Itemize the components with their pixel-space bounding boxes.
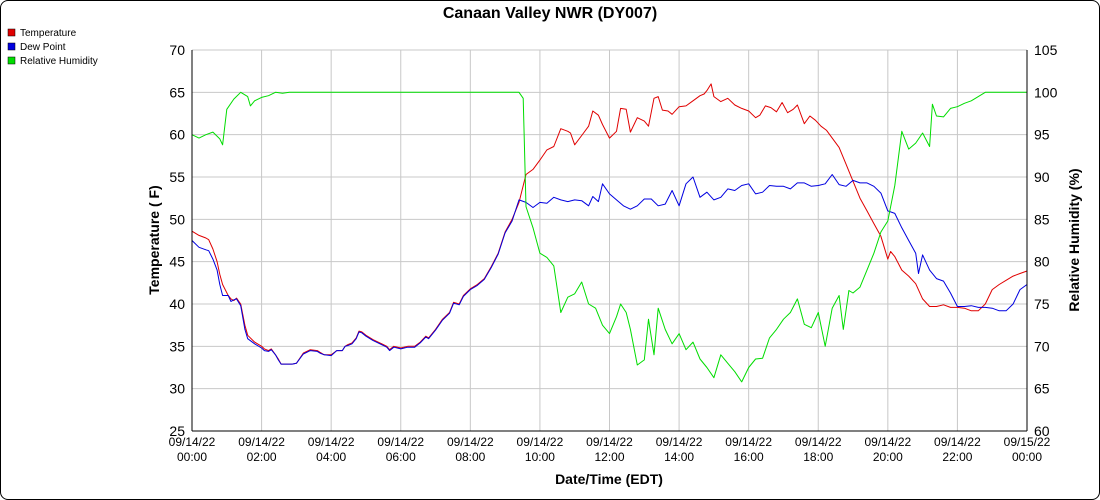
x-tick-time: 14:00: [664, 450, 694, 464]
x-tick-date: 09/14/22: [238, 435, 285, 449]
y-tick-label: 70: [169, 42, 185, 58]
y2-tick-label: 95: [1034, 127, 1050, 143]
y-tick-label: 40: [169, 296, 185, 312]
x-tick-date: 09/14/22: [517, 435, 564, 449]
x-tick-time: 12:00: [594, 450, 624, 464]
chart-title: Canaan Valley NWR (DY007): [443, 5, 657, 22]
x-tick-date: 09/14/22: [795, 435, 842, 449]
legend-swatch: [7, 42, 16, 51]
legend-label: Temperature: [20, 28, 77, 39]
y-tick-label: 65: [169, 84, 185, 100]
y2-axis-title: Relative Humidity (%): [1066, 168, 1082, 311]
x-axis-title: Date/Time (EDT): [555, 471, 663, 487]
x-tick-time: 04:00: [316, 450, 346, 464]
y-tick-labels: 25 30 35 40 45 50 55 60 65 70: [169, 42, 185, 439]
x-tick-date: 09/14/22: [864, 435, 911, 449]
axes: [191, 50, 1028, 432]
x-tick-labels: 09/14/2200:0009/14/2202:0009/14/2204:000…: [169, 435, 1051, 464]
y2-tick-label: 75: [1034, 296, 1050, 312]
y-tick-label: 30: [169, 381, 185, 397]
y-tick-label: 25: [169, 423, 185, 439]
legend-label: Dew Point: [20, 42, 66, 53]
series-line-dew-point: [191, 174, 1028, 365]
y2-tick-label: 70: [1034, 338, 1050, 354]
y-tick-label: 60: [169, 127, 185, 143]
legend-swatch: [7, 28, 16, 37]
y-tick-label: 35: [169, 338, 185, 354]
y2-tick-label: 105: [1034, 42, 1058, 58]
y-axis-title: Temperature ( F): [146, 185, 162, 294]
y2-tick-labels: 60 65 70 75 80 85 90 95 100 105: [1034, 42, 1058, 439]
x-tick-date: 09/14/22: [934, 435, 981, 449]
y2-tick-label: 65: [1034, 381, 1050, 397]
x-tick-time: 10:00: [525, 450, 555, 464]
grid-lines: [191, 49, 1028, 432]
y2-tick-label: 100: [1034, 84, 1058, 100]
y-tick-label: 45: [169, 254, 185, 270]
x-tick-date: 09/14/22: [447, 435, 494, 449]
x-tick-date: 09/14/22: [586, 435, 633, 449]
y-tick-label: 50: [169, 211, 185, 227]
x-tick-date: 09/15/22: [1004, 435, 1051, 449]
series-line-relative-humidity: [191, 91, 1027, 383]
x-tick-date: 09/14/22: [308, 435, 355, 449]
series-lines: [191, 83, 1028, 383]
legend-swatch: [7, 56, 16, 65]
x-tick-date: 09/14/22: [169, 435, 216, 449]
x-tick-date: 09/14/22: [725, 435, 772, 449]
x-tick-time: 22:00: [942, 450, 972, 464]
y2-tick-label: 85: [1034, 211, 1050, 227]
x-tick-time: 02:00: [247, 450, 277, 464]
x-tick-date: 09/14/22: [656, 435, 703, 449]
x-tick-time: 06:00: [386, 450, 416, 464]
x-tick-time: 16:00: [734, 450, 764, 464]
x-tick-date: 09/14/22: [377, 435, 424, 449]
x-tick-time: 00:00: [177, 450, 207, 464]
y2-tick-label: 60: [1034, 423, 1050, 439]
y2-tick-label: 90: [1034, 169, 1050, 185]
x-tick-time: 20:00: [873, 450, 903, 464]
legend: Temperature Dew Point Relative Humidity: [7, 28, 98, 67]
x-tick-time: 18:00: [803, 450, 833, 464]
y-tick-label: 55: [169, 169, 185, 185]
legend-label: Relative Humidity: [20, 56, 98, 67]
x-tick-time: 08:00: [455, 450, 485, 464]
x-tick-time: 00:00: [1012, 450, 1042, 464]
y2-tick-label: 80: [1034, 254, 1050, 270]
